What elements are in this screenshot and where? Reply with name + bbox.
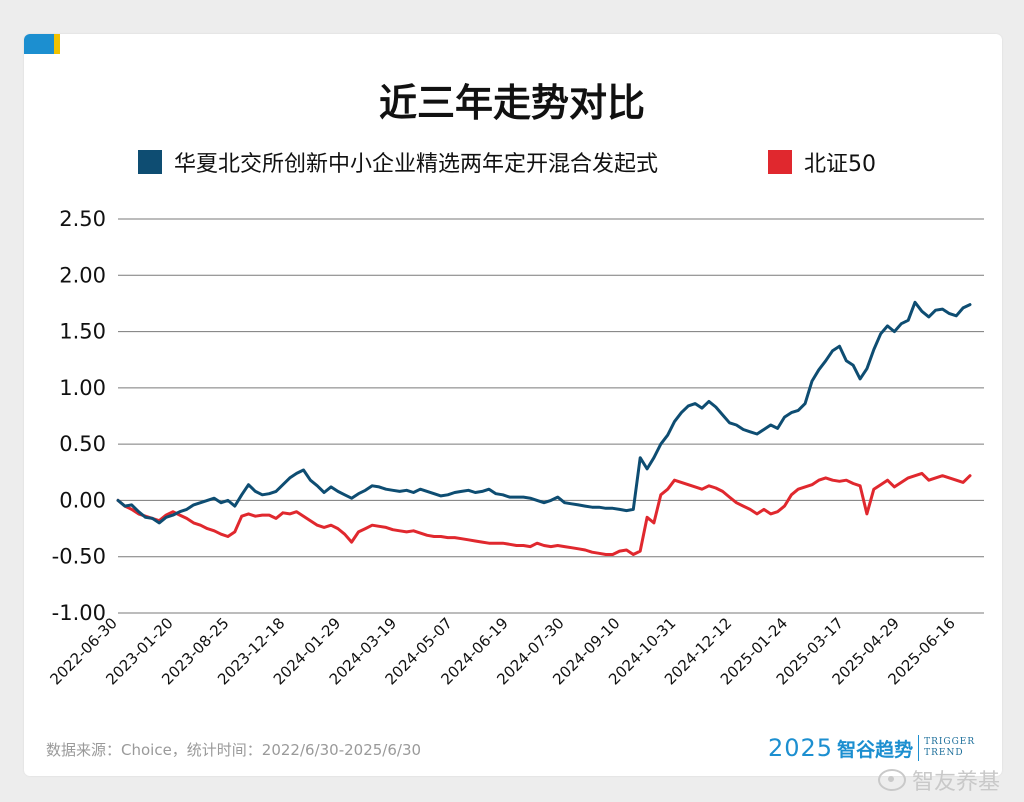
y-tick-label: 0.50 <box>59 432 106 456</box>
corner-accent-yellow <box>54 34 60 54</box>
brand-english-line1: TRIGGER <box>924 737 976 747</box>
legend-swatch-index <box>768 150 792 174</box>
legend-label-fund: 华夏北交所创新中小企业精选两年定开混合发起式 <box>174 152 659 177</box>
chart-title: 近三年走势对比 <box>378 81 645 125</box>
legend-item-index: 北证50 <box>768 146 876 178</box>
data-source-note: 数据来源：Choice，统计时间：2022/6/30-2025/6/30 <box>46 741 422 759</box>
series-line-fund <box>116 300 972 525</box>
y-tick-label: 0.00 <box>59 488 106 512</box>
brand-english-line2: TREND <box>924 748 964 758</box>
corner-accent-blue <box>24 34 54 54</box>
legend-swatch-fund <box>138 150 162 174</box>
series-line-index <box>116 471 972 556</box>
legend: 华夏北交所创新中小企业精选两年定开混合发起式 北证50 <box>0 146 1024 178</box>
brand-divider <box>918 735 920 761</box>
y-tick-label: 1.00 <box>59 376 106 400</box>
brand-logo: 2025 智谷趋势 TRIGGER TREND <box>768 734 975 762</box>
y-tick-label: 2.00 <box>59 263 106 287</box>
brand-english: TRIGGER TREND <box>924 737 975 759</box>
brand-name: 智谷趋势 <box>837 738 914 761</box>
chart-card <box>24 34 1002 776</box>
brand-year: 2025 <box>768 734 834 762</box>
legend-label-index: 北证50 <box>804 152 876 177</box>
watermark: 智友养基 <box>878 764 1000 796</box>
weibo-icon <box>878 769 906 791</box>
legend-item-fund: 华夏北交所创新中小企业精选两年定开混合发起式 <box>138 146 658 178</box>
y-tick-label: -1.00 <box>52 601 106 625</box>
watermark-text: 智友养基 <box>912 770 1001 795</box>
y-tick-label: -0.50 <box>52 545 106 569</box>
y-tick-label: 2.50 <box>59 207 106 231</box>
y-tick-label: 1.50 <box>59 320 106 344</box>
